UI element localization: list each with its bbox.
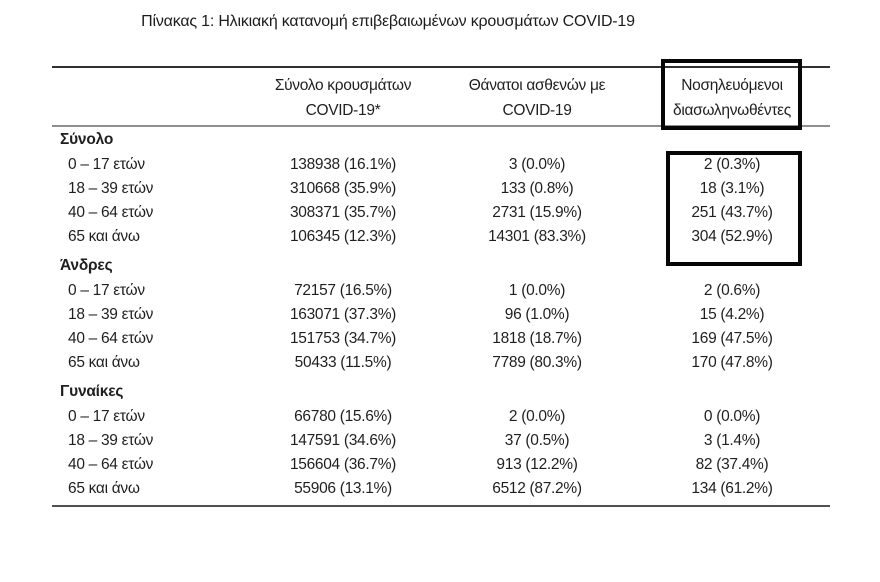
deaths-value: 37 (0.5%) <box>504 432 570 449</box>
age-label: 18 – 39 ετών <box>68 432 154 449</box>
column-header-deaths-line2: COVID-19 <box>502 101 572 119</box>
intubated-value: 2 (0.3%) <box>703 156 761 173</box>
table-row: 18 – 39 ετών 310668 (35.9%) 133 (0.8%) 1… <box>52 177 830 201</box>
age-label: 65 και άνω <box>68 354 140 371</box>
cases-value: 151753 (34.7%) <box>289 330 397 347</box>
column-header-deaths-line1: Θάνατοι ασθενών με <box>468 76 606 94</box>
column-header-intubated-line2: διασωληνωθέντες <box>673 101 791 119</box>
deaths-value: 2 (0.0%) <box>508 408 566 425</box>
deaths-value: 96 (1.0%) <box>504 306 570 323</box>
page-title: Πίνακας 1: Ηλικιακή κατανομή επιβεβαιωμέ… <box>141 13 635 30</box>
deaths-value: 913 (12.2%) <box>496 456 578 473</box>
table-row: 0 – 17 ετών 66780 (15.6%) 2 (0.0%) 0 (0.… <box>52 405 830 429</box>
intubated-value: 170 (47.8%) <box>691 354 773 371</box>
table-row: 18 – 39 ετών 147591 (34.6%) 37 (0.5%) 3 … <box>52 429 830 453</box>
header-divider <box>52 125 830 127</box>
table-row: 18 – 39 ετών 163071 (37.3%) 96 (1.0%) 15… <box>52 303 830 327</box>
intubated-value: 2 (0.6%) <box>703 282 761 299</box>
section-label: Άνδρες <box>60 257 113 274</box>
section-total: Σύνολο 0 – 17 ετών 138938 (16.1%) 3 (0.0… <box>52 127 830 249</box>
section-men: Άνδρες 0 – 17 ετών 72157 (16.5%) 1 (0.0%… <box>52 253 830 375</box>
table-header-row: Σύνολο κρουσμάτων COVID-19* Θάνατοι ασθε… <box>52 68 830 125</box>
deaths-value: 133 (0.8%) <box>500 180 574 197</box>
cases-value: 156604 (36.7%) <box>289 456 397 473</box>
age-label: 65 και άνω <box>68 480 140 497</box>
table-row: 0 – 17 ετών 72157 (16.5%) 1 (0.0%) 2 (0.… <box>52 279 830 303</box>
deaths-value: 7789 (80.3%) <box>492 354 582 371</box>
column-header-total-cases-line1: Σύνολο κρουσμάτων <box>274 76 412 94</box>
column-header-intubated-line1: Νοσηλευόμενοι <box>681 76 783 94</box>
column-header-total-cases-line2: COVID-19* <box>305 101 381 119</box>
intubated-value: 18 (3.1%) <box>699 180 765 197</box>
deaths-value: 3 (0.0%) <box>508 156 566 173</box>
age-label: 40 – 64 ετών <box>68 204 154 221</box>
intubated-value: 251 (43.7%) <box>691 204 773 221</box>
cases-value: 50433 (11.5%) <box>294 354 392 371</box>
deaths-value: 6512 (87.2%) <box>492 480 582 497</box>
intubated-value: 169 (47.5%) <box>691 330 773 347</box>
cases-value: 72157 (16.5%) <box>294 282 392 299</box>
table-row: 65 και άνω 50433 (11.5%) 7789 (80.3%) 17… <box>52 351 830 375</box>
cases-value: 138938 (16.1%) <box>289 156 397 173</box>
intubated-value: 82 (37.4%) <box>695 456 769 473</box>
age-label: 65 και άνω <box>68 228 140 245</box>
cases-value: 308371 (35.7%) <box>289 204 397 221</box>
intubated-value: 0 (0.0%) <box>703 408 761 425</box>
cases-value: 310668 (35.9%) <box>289 180 397 197</box>
table-bottom-border <box>52 505 830 507</box>
intubated-value: 304 (52.9%) <box>691 228 773 245</box>
section-label: Σύνολο <box>60 131 114 148</box>
age-label: 18 – 39 ετών <box>68 306 154 323</box>
age-label: 0 – 17 ετών <box>68 282 145 299</box>
table-row: 40 – 64 ετών 308371 (35.7%) 2731 (15.9%)… <box>52 201 830 225</box>
age-label: 0 – 17 ετών <box>68 408 145 425</box>
deaths-value: 1818 (18.7%) <box>492 330 582 347</box>
intubated-value: 3 (1.4%) <box>703 432 761 449</box>
table-row: 40 – 64 ετών 151753 (34.7%) 1818 (18.7%)… <box>52 327 830 351</box>
section-label: Γυναίκες <box>60 383 124 400</box>
deaths-value: 1 (0.0%) <box>508 282 566 299</box>
cases-value: 163071 (37.3%) <box>289 306 397 323</box>
age-label: 0 – 17 ετών <box>68 156 145 173</box>
cases-value: 66780 (15.6%) <box>294 408 392 425</box>
cases-value: 55906 (13.1%) <box>294 480 392 497</box>
table-row: 65 και άνω 55906 (13.1%) 6512 (87.2%) 13… <box>52 477 830 501</box>
age-label: 40 – 64 ετών <box>68 456 154 473</box>
deaths-value: 2731 (15.9%) <box>492 204 582 221</box>
column-header-intubated: Νοσηλευόμενοι διασωληνωθέντες <box>634 73 830 123</box>
intubated-value: 15 (4.2%) <box>699 306 765 323</box>
column-header-deaths: Θάνατοι ασθενών με COVID-19 <box>440 73 634 123</box>
age-label: 18 – 39 ετών <box>68 180 154 197</box>
table-body: Σύνολο 0 – 17 ετών 138938 (16.1%) 3 (0.0… <box>52 127 830 501</box>
age-label: 40 – 64 ετών <box>68 330 154 347</box>
intubated-value: 134 (61.2%) <box>691 480 773 497</box>
deaths-value: 14301 (83.3%) <box>488 228 586 245</box>
cases-value: 106345 (12.3%) <box>289 228 397 245</box>
table-row: 65 και άνω 106345 (12.3%) 14301 (83.3%) … <box>52 225 830 249</box>
column-header-total-cases: Σύνολο κρουσμάτων COVID-19* <box>246 73 440 123</box>
table-row: 40 – 64 ετών 156604 (36.7%) 913 (12.2%) … <box>52 453 830 477</box>
table-row: 0 – 17 ετών 138938 (16.1%) 3 (0.0%) 2 (0… <box>52 153 830 177</box>
covid-age-distribution-table: Σύνολο κρουσμάτων COVID-19* Θάνατοι ασθε… <box>52 66 830 507</box>
section-women: Γυναίκες 0 – 17 ετών 66780 (15.6%) 2 (0.… <box>52 379 830 501</box>
cases-value: 147591 (34.6%) <box>289 432 397 449</box>
